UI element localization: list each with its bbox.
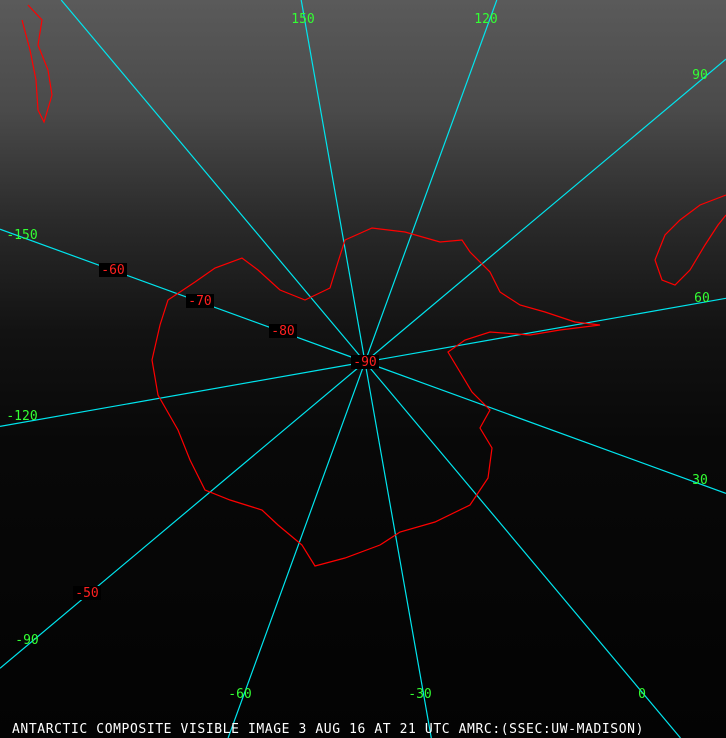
latitude-label: -80 [271,324,294,339]
longitude-label: -60 [228,687,251,702]
meridian-line [0,361,366,427]
latitude-label: -50 [75,586,98,601]
south-america-coastline [21,4,53,124]
meridian-line [364,361,726,494]
label-backing [351,355,379,369]
africa-coastline [654,194,726,286]
meridian-line [364,0,498,363]
image-caption: ANTARCTIC COMPOSITE VISIBLE IMAGE 3 AUG … [12,722,644,737]
longitude-label: 150 [291,12,314,27]
longitude-label: -150 [6,228,37,243]
label-backing [99,263,127,277]
longitude-label: -90 [15,633,38,648]
longitude-label: 60 [694,291,710,306]
longitude-label: 30 [692,473,708,488]
label-backing [73,586,101,600]
meridian-line [227,361,366,738]
latitude-label: -60 [101,263,124,278]
grid-labels: 150 120 90 60 30 0 -30 -60 -90 -120 -150 -50 -60 -70 -… [6,12,709,702]
latitude-label: -70 [188,294,211,309]
meridian-line [300,0,366,363]
meridian-line [60,0,366,363]
antarctica-coastline [151,227,601,567]
meridian-line [364,58,726,363]
longitude-label: -120 [6,409,37,424]
meridian-line [0,228,366,363]
latitude-label: -90 [353,355,376,370]
meridian-line [0,361,366,669]
label-backing [186,294,214,308]
longitude-label: 90 [692,68,708,83]
longitude-label: 0 [638,687,646,702]
meridian-line [364,361,432,738]
coastline [21,4,726,567]
meridian-line [364,361,681,738]
longitude-label: -30 [408,687,431,702]
meridian-line [364,297,726,363]
longitude-label: 120 [474,12,497,27]
label-backing [269,324,297,338]
